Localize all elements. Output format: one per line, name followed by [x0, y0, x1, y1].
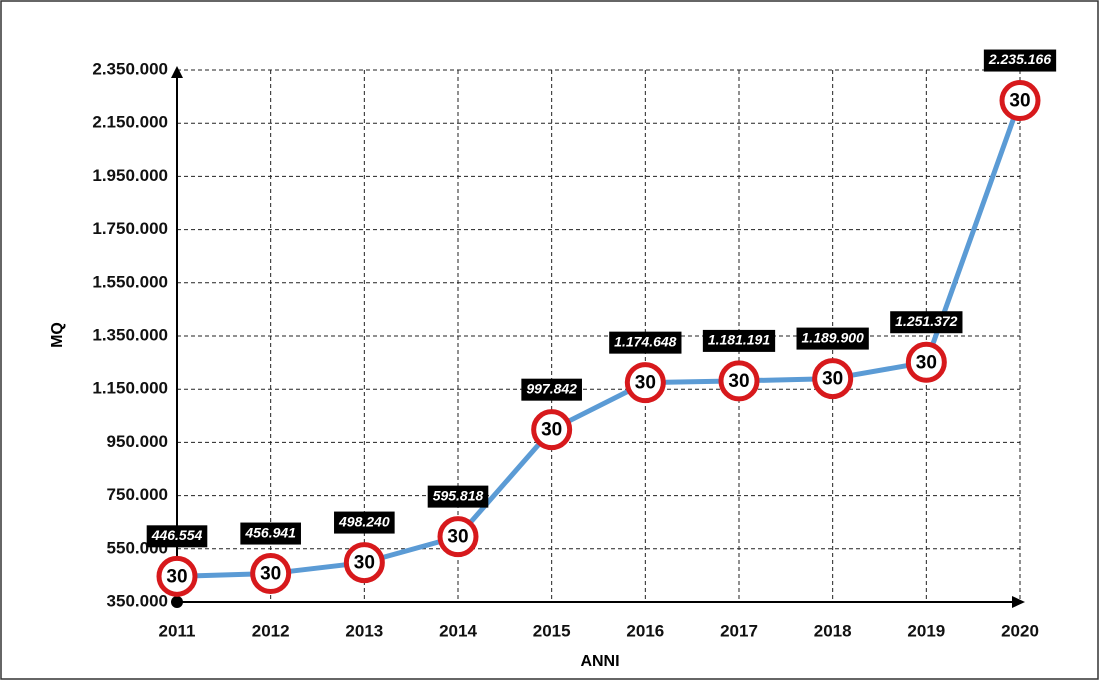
x-axis-arrow: [1012, 596, 1025, 608]
value-label-box: [427, 485, 489, 508]
value-label: 1.189.900: [802, 329, 864, 345]
marker: [812, 358, 854, 400]
y-tick-label: 2.150.000: [92, 113, 168, 132]
value-label: 1.174.648: [614, 333, 676, 349]
y-axis-arrow: [171, 66, 183, 78]
value-label: 498.240: [338, 513, 390, 529]
marker: [718, 360, 760, 402]
marker: [905, 341, 947, 383]
value-label-box: [702, 329, 776, 352]
value-label: 446.554: [151, 527, 203, 543]
y-tick-label: 1.350.000: [92, 325, 168, 344]
value-label-box: [146, 525, 208, 548]
x-tick-label: 2020: [1001, 621, 1039, 640]
value-label-box: [796, 327, 869, 350]
x-tick-label: 2019: [907, 621, 945, 640]
marker: [531, 409, 573, 451]
value-label-box: [240, 522, 301, 545]
x-tick-label: 2017: [720, 621, 758, 640]
value-label-box: [521, 378, 582, 401]
series-line: [176, 99, 1023, 579]
value-label: 595.818: [433, 487, 484, 503]
marker: [624, 362, 666, 404]
x-tick-label: 2014: [439, 621, 477, 640]
marker-text: 30: [635, 373, 656, 394]
value-label: 1.181.191: [708, 332, 770, 348]
marker-text: 30: [260, 564, 281, 585]
y-tick-label: 350.000: [107, 591, 168, 610]
marker-text: 30: [916, 352, 937, 373]
value-label: 997.842: [526, 380, 577, 396]
x-axis-label: ANNI: [580, 653, 619, 670]
x-tick-label: 2016: [626, 621, 664, 640]
origin-dot: [171, 596, 183, 608]
marker-text: 30: [166, 566, 187, 587]
value-label: 1.251.372: [895, 313, 957, 329]
marker: [343, 542, 385, 584]
value-label: 456.941: [244, 524, 296, 540]
y-tick-label: 1.950.000: [92, 166, 168, 185]
marker-text: 30: [447, 527, 468, 548]
marker: [250, 553, 292, 595]
x-tick-label: 2015: [533, 621, 571, 640]
marker-text: 30: [1009, 91, 1030, 112]
y-tick-label: 1.750.000: [92, 219, 168, 238]
y-tick-label: 2.350.000: [92, 59, 168, 78]
y-tick-label: 750.000: [107, 485, 168, 504]
x-tick-label: 2012: [252, 621, 290, 640]
marker: [999, 80, 1041, 122]
value-label: 2.235.166: [988, 51, 1051, 67]
value-label-box: [334, 511, 395, 534]
y-tick-label: 1.150.000: [92, 379, 168, 398]
x-tick-label: 2013: [345, 621, 383, 640]
value-label-box: [890, 311, 963, 334]
value-label-box: [983, 49, 1057, 72]
marker: [156, 555, 198, 597]
marker-text: 30: [822, 369, 843, 390]
marker: [437, 516, 479, 558]
marker-text: 30: [541, 420, 562, 441]
value-label-box: [609, 331, 682, 354]
x-tick-label: 2018: [814, 621, 852, 640]
x-tick-label: 2011: [159, 621, 196, 640]
marker-text: 30: [354, 553, 375, 574]
marker-text: 30: [728, 371, 749, 392]
y-tick-label: 1.550.000: [92, 272, 168, 291]
y-axis-label: MQ: [49, 322, 66, 348]
y-tick-label: 950.000: [107, 432, 168, 451]
